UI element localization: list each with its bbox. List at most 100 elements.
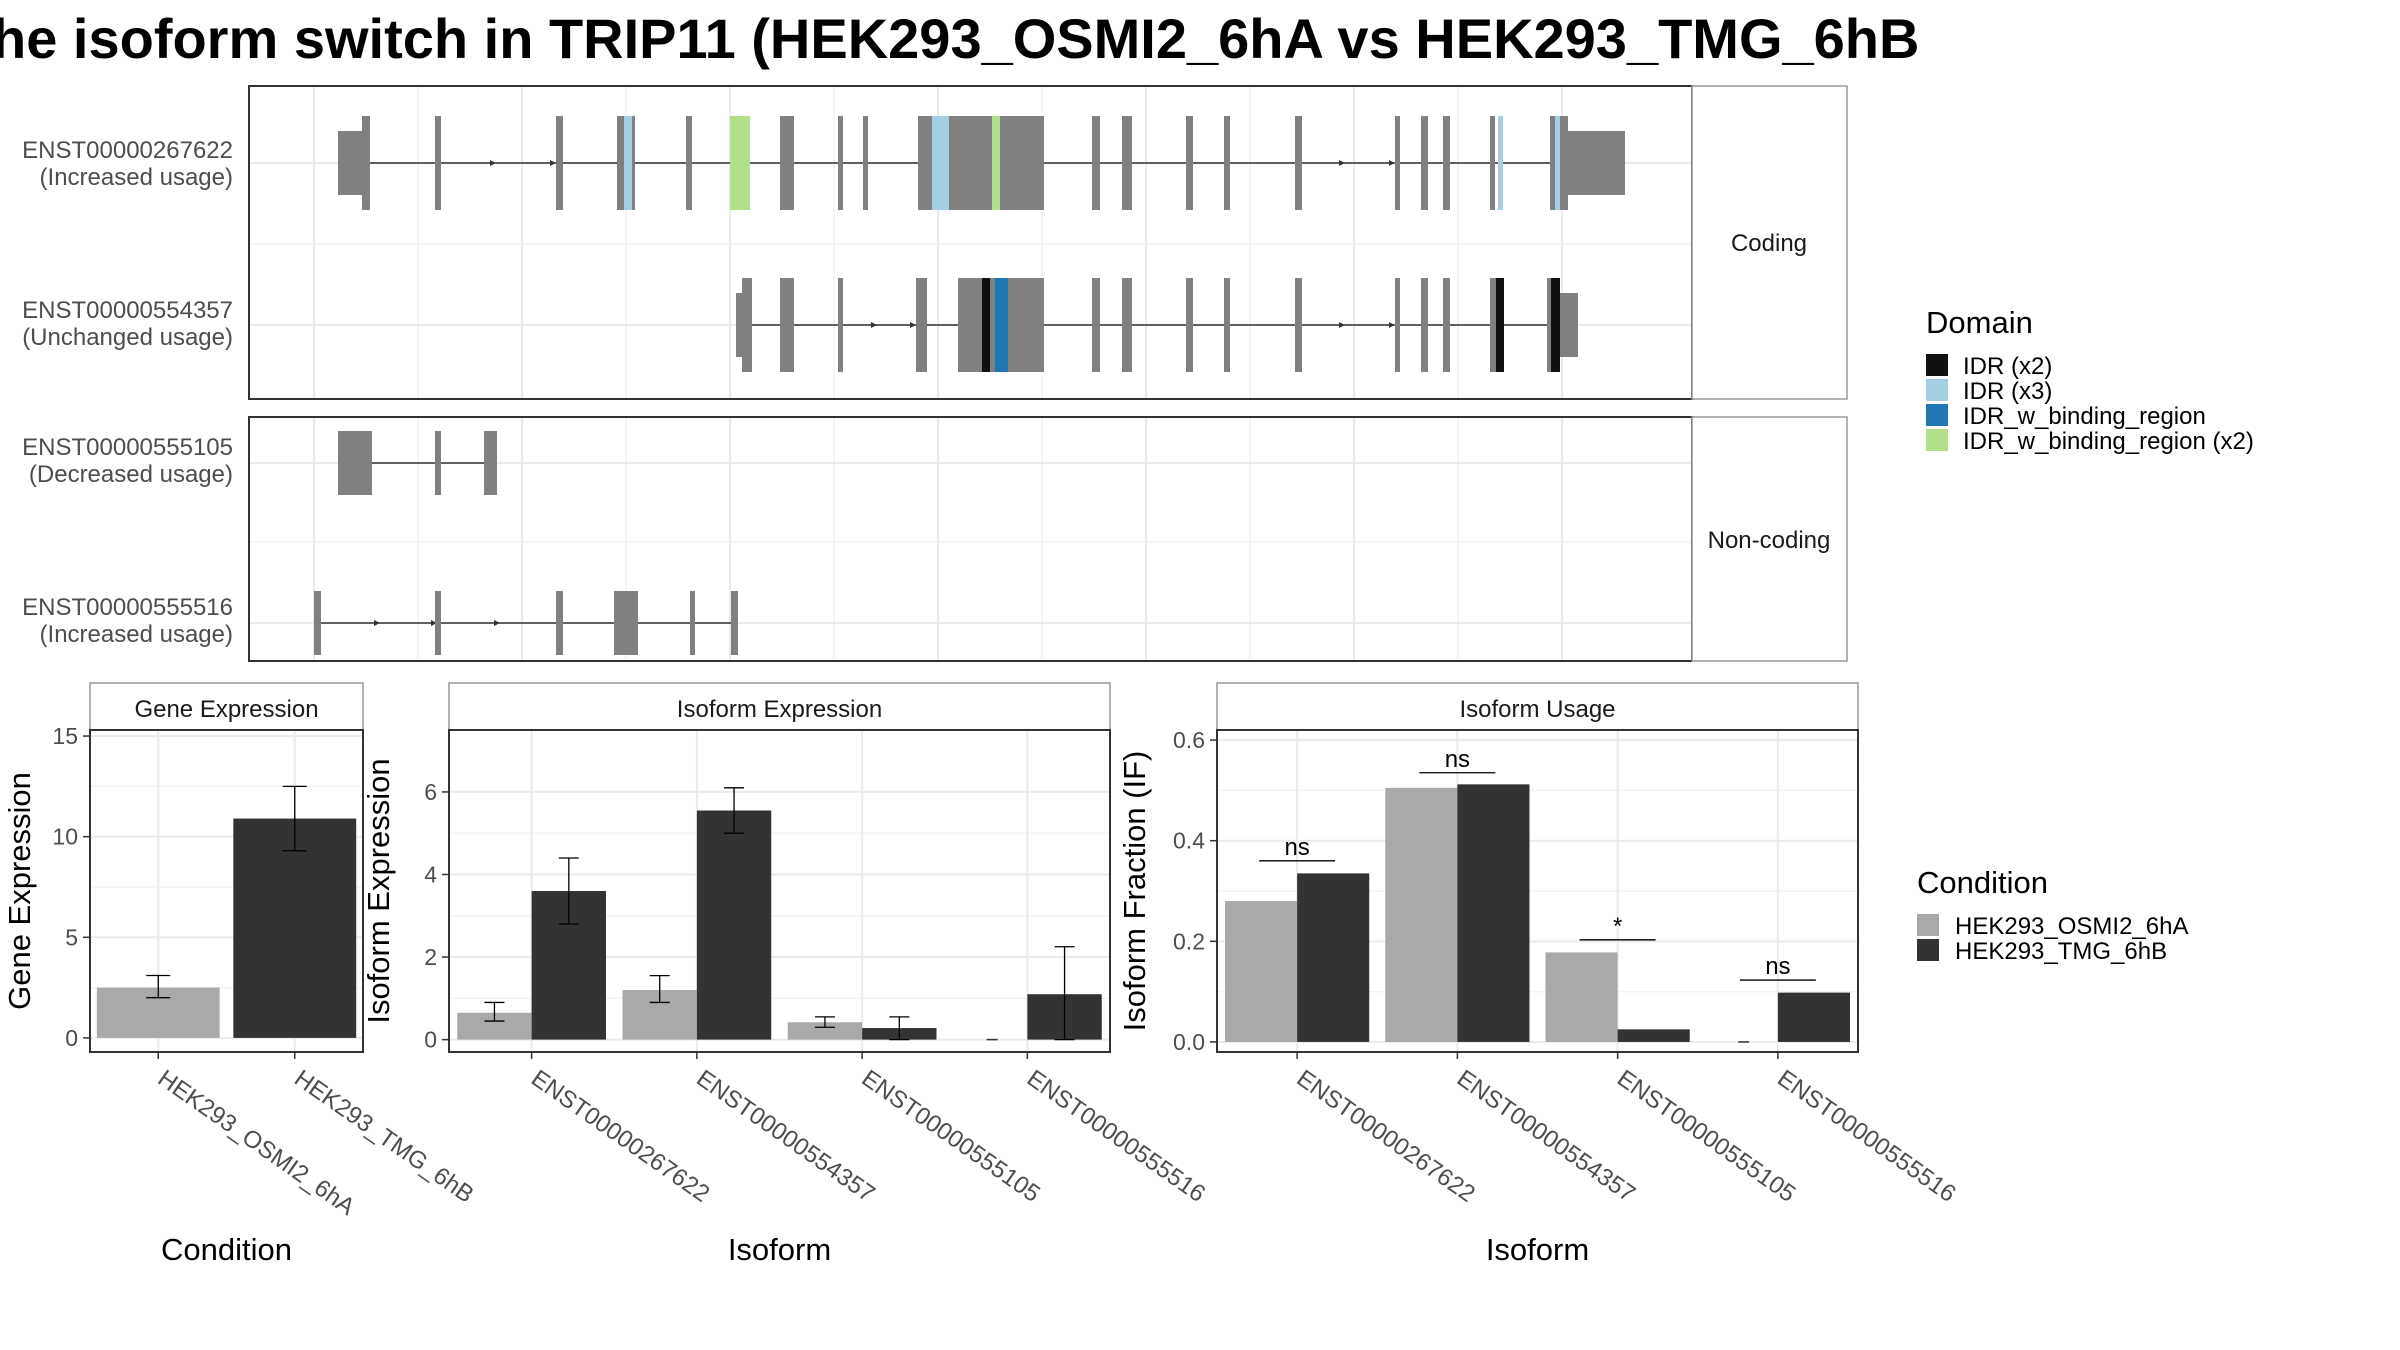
legend-swatch-idr-binding-x2 <box>1926 429 1948 451</box>
legend-label-idr-binding-x2: IDR_w_binding_region (x2) <box>1963 428 2254 455</box>
exon <box>916 278 927 372</box>
exon <box>690 591 695 655</box>
isoform-label-2-id: ENST00000554357 <box>22 297 233 324</box>
y-tick-label: 0.0 <box>1173 1029 1205 1055</box>
legend-swatch-idr-binding <box>1926 404 1948 426</box>
y-tick-label: 10 <box>52 824 78 850</box>
exon <box>1498 116 1503 210</box>
bar-ENST00000267622-HEK293_TMG_6hB <box>1297 873 1370 1042</box>
exon <box>1490 278 1496 372</box>
exon <box>1186 116 1193 210</box>
isoform-label-1-id: ENST00000267622 <box>22 137 233 164</box>
domain-legend-title: Domain <box>1926 305 2033 340</box>
y-tick-label: 4 <box>424 861 437 887</box>
exon <box>995 278 1008 372</box>
significance-label: ns <box>1445 746 1470 773</box>
bar-panels: Gene Expression051015HEK293_OSMI2_6hAHEK… <box>2 682 1961 1267</box>
exon <box>614 591 638 655</box>
exon <box>1490 116 1495 210</box>
bar-ENST00000554357-HEK293_OSMI2_6hA <box>1385 787 1458 1042</box>
domain-legend: Domain IDR (x2) IDR (x3) IDR_w_binding_r… <box>1926 305 2254 455</box>
exon <box>1395 116 1400 210</box>
isoform-label-3-usage: (Decreased usage) <box>29 461 233 488</box>
exon <box>838 278 843 372</box>
bar-panel-3: Isoform Usage 0.0 0.2 0.4 0.6 ns ns * ns ENST0000… <box>1117 682 1961 1267</box>
facet-strip-coding <box>1691 85 1848 400</box>
exon <box>556 591 563 655</box>
structure-marks <box>314 116 1625 655</box>
exon <box>1496 278 1504 372</box>
panel-border <box>448 729 1111 1053</box>
exon <box>780 116 794 210</box>
legend-label-cond-b: HEK293_TMG_6hB <box>1955 938 2167 965</box>
exon <box>1550 116 1555 210</box>
x-tick-label: ENST00000555105 <box>857 1065 1045 1208</box>
y-tick-label: 0.2 <box>1173 928 1205 954</box>
significance-label: * <box>1613 913 1622 940</box>
bar-HEK293_TMG_6hB <box>233 818 357 1038</box>
panel-border <box>89 729 364 1053</box>
significance-label: ns <box>1284 834 1309 861</box>
x-axis-title: Isoform <box>1486 1232 1589 1267</box>
y-tick-label: 0 <box>65 1025 78 1051</box>
y-tick-label: 5 <box>65 924 78 950</box>
legend-label-idr-x2: IDR (x2) <box>1963 353 2052 380</box>
y-tick-label: 0 <box>424 1027 437 1053</box>
strip-isoform-usage-label: Isoform Usage <box>1459 696 1615 723</box>
x-tick-label: ENST00000554357 <box>691 1065 879 1208</box>
exon <box>1547 278 1551 372</box>
exon <box>1568 131 1625 195</box>
y-tick-label: 2 <box>424 944 437 970</box>
strip-isoform-usage <box>1216 682 1859 731</box>
facet-label-coding: Coding <box>1731 230 1807 257</box>
y-axis-title: Isoform Fraction (IF) <box>1117 751 1152 1032</box>
strand-arrow <box>871 322 877 328</box>
legend-label-idr-binding: IDR_w_binding_region <box>1963 403 2206 430</box>
strand-arrow <box>374 620 380 626</box>
isoform-label-4-usage: (Increased usage) <box>40 621 233 648</box>
bar-ENST00000555105-HEK293_TMG_6hB <box>1617 1029 1690 1042</box>
y-tick-label: 0.4 <box>1173 828 1205 854</box>
exon <box>617 116 624 210</box>
strand-arrow <box>910 322 916 328</box>
y-axis-title: Gene Expression <box>2 772 37 1010</box>
exon <box>982 278 990 372</box>
isoform-label-2-usage: (Unchanged usage) <box>22 324 233 351</box>
exon <box>1395 278 1400 372</box>
condition-legend: Condition HEK293_OSMI2_6hA HEK293_TMG_6h… <box>1917 865 2188 965</box>
exon <box>918 116 932 210</box>
bar-ENST00000554357-HEK293_TMG_6hB <box>696 810 772 1040</box>
exon <box>730 116 750 210</box>
exon <box>1122 278 1132 372</box>
strand-arrow <box>1389 322 1395 328</box>
exon <box>736 293 742 357</box>
exon <box>742 278 752 372</box>
exon <box>958 278 982 372</box>
exon <box>556 116 563 210</box>
bar-ENST00000267622-HEK293_OSMI2_6hA <box>1225 901 1298 1042</box>
structure-panel-noncoding <box>248 416 1693 662</box>
legend-swatch-idr-x3 <box>1926 379 1948 401</box>
exon <box>1092 116 1100 210</box>
exon <box>863 116 868 210</box>
exon <box>1122 116 1132 210</box>
x-axis-title: Condition <box>161 1232 292 1267</box>
significance-label: ns <box>1765 953 1790 980</box>
y-tick-label: 0.6 <box>1173 727 1205 753</box>
exon <box>686 116 692 210</box>
x-axis-title: Isoform <box>728 1232 831 1267</box>
legend-swatch-cond-b <box>1917 939 1939 961</box>
exon <box>1555 116 1560 210</box>
strip-isoform-expression-label: Isoform Expression <box>677 696 882 723</box>
exon <box>932 116 949 210</box>
exon <box>338 431 372 495</box>
legend-swatch-cond-a <box>1917 914 1939 936</box>
panel-border <box>1216 729 1859 1053</box>
figure-title: he isoform switch in TRIP11 (HEK293_OSMI… <box>0 7 1919 70</box>
legend-label-idr-x3: IDR (x3) <box>1963 378 2052 405</box>
x-tick-label: ENST00000555516 <box>1772 1065 1960 1208</box>
bar-ENST00000555105-HEK293_OSMI2_6hA <box>787 1022 863 1040</box>
legend-label-cond-a: HEK293_OSMI2_6hA <box>1955 913 2188 940</box>
strand-arrow <box>1339 322 1345 328</box>
exon <box>1186 278 1193 372</box>
